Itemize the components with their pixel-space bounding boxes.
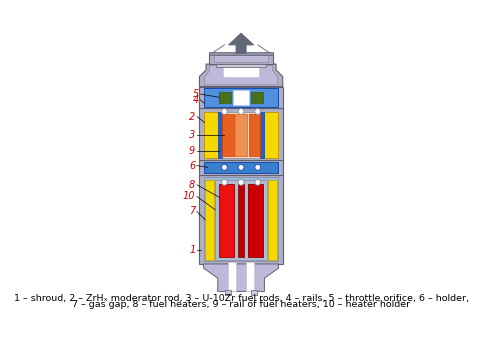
Bar — [260, 112, 264, 158]
Bar — [214, 55, 268, 63]
Bar — [199, 87, 283, 108]
Bar — [218, 112, 264, 158]
Bar — [210, 53, 273, 64]
Text: 8: 8 — [189, 180, 195, 190]
Polygon shape — [204, 264, 279, 291]
Text: 7: 7 — [189, 207, 195, 216]
Text: 3: 3 — [189, 130, 195, 140]
Bar — [223, 67, 259, 76]
Bar — [251, 92, 263, 103]
Bar — [246, 262, 255, 291]
Text: 1 – shroud, 2 – ZrHₓ moderator rod, 3 – U-10Zr fuel rods, 4 – rails, 5 – throttl: 1 – shroud, 2 – ZrHₓ moderator rod, 3 – … — [14, 294, 469, 303]
Text: 10: 10 — [183, 192, 195, 201]
Circle shape — [238, 164, 244, 170]
Circle shape — [222, 108, 227, 115]
Circle shape — [222, 179, 227, 185]
Bar — [248, 184, 263, 257]
Bar — [264, 112, 278, 158]
Text: 7 – gas gap, 8 – fuel heaters, 9 – rail of fuel heaters, 10 – heater holder: 7 – gas gap, 8 – fuel heaters, 9 – rail … — [72, 300, 411, 309]
Bar — [251, 290, 257, 295]
Polygon shape — [204, 66, 278, 85]
Bar — [238, 184, 244, 257]
Bar — [204, 162, 278, 173]
Bar — [205, 180, 214, 260]
Circle shape — [238, 179, 244, 185]
Bar — [235, 114, 247, 156]
Circle shape — [255, 164, 261, 170]
Text: 6: 6 — [189, 161, 195, 171]
Bar — [216, 64, 266, 67]
Bar — [268, 180, 277, 260]
Bar — [199, 175, 283, 264]
Text: 5: 5 — [192, 89, 199, 99]
Text: 4: 4 — [192, 95, 199, 105]
Bar — [199, 108, 283, 160]
Circle shape — [222, 164, 227, 170]
Bar — [225, 290, 231, 295]
Text: 2: 2 — [189, 112, 195, 122]
Text: 1: 1 — [189, 245, 195, 255]
Bar — [204, 88, 278, 106]
Bar — [222, 114, 234, 156]
Bar — [199, 160, 283, 175]
Bar — [204, 112, 218, 158]
Bar — [210, 52, 273, 55]
Bar — [228, 262, 236, 291]
Bar — [215, 180, 267, 260]
Bar — [219, 184, 234, 257]
Circle shape — [255, 108, 261, 115]
Circle shape — [255, 179, 261, 185]
Bar — [233, 90, 249, 105]
Bar — [218, 112, 222, 158]
Bar — [249, 114, 260, 156]
Bar — [204, 177, 278, 262]
Circle shape — [238, 108, 244, 115]
Polygon shape — [199, 64, 283, 87]
Polygon shape — [228, 33, 254, 53]
Bar — [219, 92, 231, 103]
Text: 9: 9 — [189, 146, 195, 156]
